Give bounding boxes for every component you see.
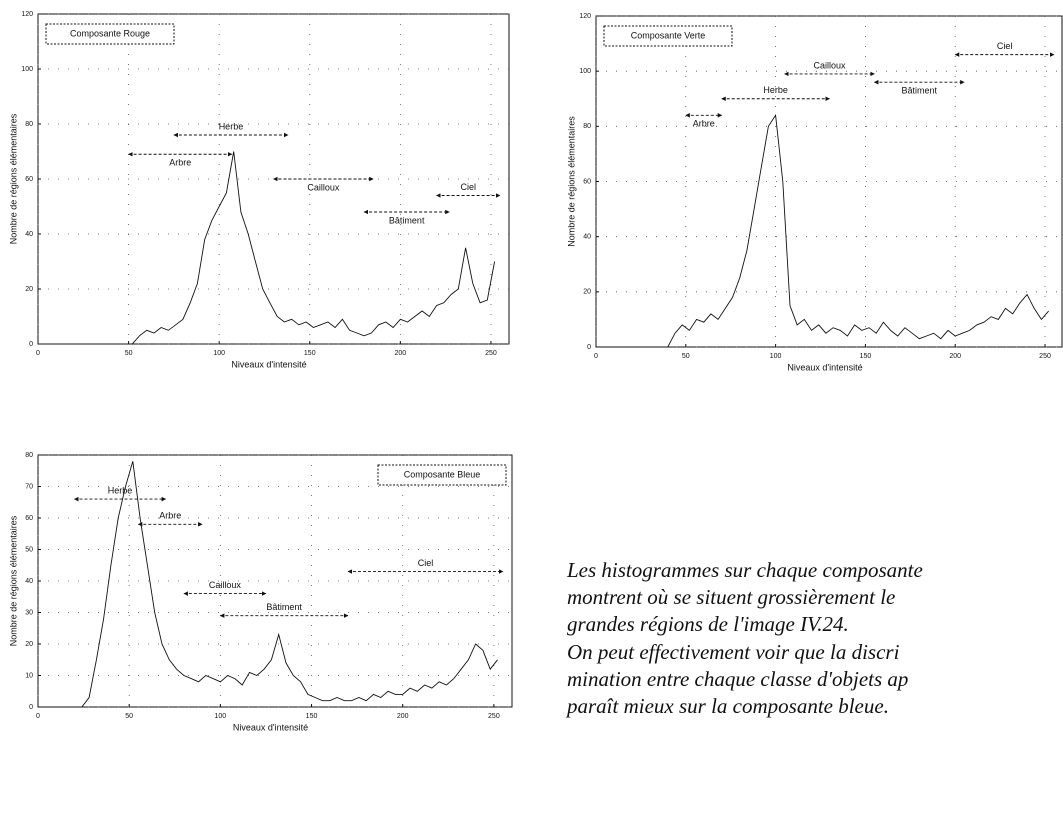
y-tick-label: 0 xyxy=(29,341,33,348)
range-label: Herbe xyxy=(219,121,244,131)
range-label: Arbre xyxy=(169,158,191,168)
range-label: Bâtiment xyxy=(902,86,938,96)
paragraph-line: montrent où se situent grossièrement le xyxy=(567,585,895,609)
chart: 0 50 100 150 200 250 0 20 40 60 80 100 120 Niveaux d'… xyxy=(566,13,1063,372)
paragraph: Les histogrammes sur chaque composante m… xyxy=(565,558,923,718)
legend-label: Composante Verte xyxy=(631,30,706,40)
x-tick-label: 200 xyxy=(397,713,409,720)
legend-box xyxy=(45,23,175,45)
y-tick-label: 20 xyxy=(25,286,33,293)
x-axis-label: Niveaux d'intensité xyxy=(787,362,862,372)
x-tick-label: 100 xyxy=(215,713,227,720)
x-tick-label: 50 xyxy=(125,713,133,720)
paragraph-line: grandes régions de l'image IV.24. xyxy=(567,612,849,636)
x-tick-label: 200 xyxy=(395,350,407,357)
y-tick-label: 100 xyxy=(21,66,33,73)
x-tick-label: 0 xyxy=(36,713,40,720)
x-tick-label: 150 xyxy=(304,350,316,357)
y-tick-label: 100 xyxy=(579,68,591,75)
y-tick-label: 60 xyxy=(25,515,33,522)
x-tick-label: 50 xyxy=(125,350,133,357)
x-tick-label: 250 xyxy=(488,713,500,720)
x-axis-label: Niveaux d'intensité xyxy=(231,359,306,369)
y-axis-label: Nombre de régions élémentaires xyxy=(8,515,18,646)
x-tick-label: 50 xyxy=(682,353,690,360)
y-tick-label: 50 xyxy=(25,546,33,553)
range-label: Bâtiment xyxy=(389,215,425,225)
y-tick-label: 40 xyxy=(25,231,33,238)
range-label: Herbe xyxy=(108,485,133,495)
legend-label: Composante Rouge xyxy=(70,28,150,38)
x-tick-label: 0 xyxy=(36,350,40,357)
y-tick-label: 80 xyxy=(25,452,33,459)
y-tick-label: 40 xyxy=(25,578,33,585)
range-label: Ciel xyxy=(418,558,434,568)
x-axis-label: Niveaux d'intensité xyxy=(233,722,308,732)
x-tick-label: 250 xyxy=(485,350,497,357)
x-tick-label: 100 xyxy=(213,350,225,357)
y-tick-label: 0 xyxy=(29,704,33,711)
chart: 0 50 100 150 200 250 0 20 40 60 80 100 120 Niveaux d'… xyxy=(8,11,510,369)
paragraph-line: Les histogrammes sur chaque composante xyxy=(566,558,923,582)
range-label: Ciel xyxy=(461,182,477,192)
x-tick-label: 150 xyxy=(860,353,872,360)
range-label: Arbre xyxy=(693,119,715,129)
y-tick-label: 120 xyxy=(21,11,33,18)
y-tick-label: 120 xyxy=(579,13,591,20)
y-tick-label: 20 xyxy=(25,641,33,648)
x-tick-label: 250 xyxy=(1039,353,1051,360)
paragraph-line: mination entre chaque classe d'objets ap xyxy=(567,667,908,691)
y-tick-label: 80 xyxy=(25,121,33,128)
x-tick-label: 150 xyxy=(306,713,318,720)
y-tick-label: 30 xyxy=(25,609,33,616)
series-line xyxy=(596,114,1049,348)
y-tick-label: 70 xyxy=(25,483,33,490)
y-tick-label: 0 xyxy=(587,344,591,351)
range-label: Cailloux xyxy=(209,580,242,590)
paragraph-line: paraît mieux sur la composante bleue. xyxy=(565,694,889,718)
range-label: Cailloux xyxy=(307,182,340,192)
legend-box xyxy=(377,464,507,486)
y-tick-label: 80 xyxy=(583,123,591,130)
range-label: Cailloux xyxy=(813,60,846,70)
range-label: Herbe xyxy=(763,85,788,95)
x-tick-label: 0 xyxy=(594,353,598,360)
range-label: Bâtiment xyxy=(266,602,302,612)
y-tick-label: 60 xyxy=(25,176,33,183)
series-line xyxy=(38,151,496,345)
range-label: Arbre xyxy=(159,511,181,521)
y-axis-label: Nombre de régions élémentaires xyxy=(8,113,18,244)
legend-label: Composante Bleue xyxy=(404,469,481,479)
x-tick-label: 200 xyxy=(949,353,961,360)
chart: 0 50 100 150 200 250 0 10 20 30 40 50 60 70 80 Niveaux … xyxy=(8,452,513,732)
y-axis-label: Nombre de régions élémentaires xyxy=(566,116,576,247)
paragraph-line: On peut effectivement voir que la discri xyxy=(567,640,900,664)
legend-box xyxy=(603,25,733,47)
x-tick-label: 100 xyxy=(770,353,782,360)
y-tick-label: 40 xyxy=(583,234,591,241)
series-line xyxy=(38,461,498,708)
y-tick-label: 20 xyxy=(583,289,591,296)
y-tick-label: 10 xyxy=(25,672,33,679)
range-label: Ciel xyxy=(997,41,1013,51)
y-tick-label: 60 xyxy=(583,178,591,185)
